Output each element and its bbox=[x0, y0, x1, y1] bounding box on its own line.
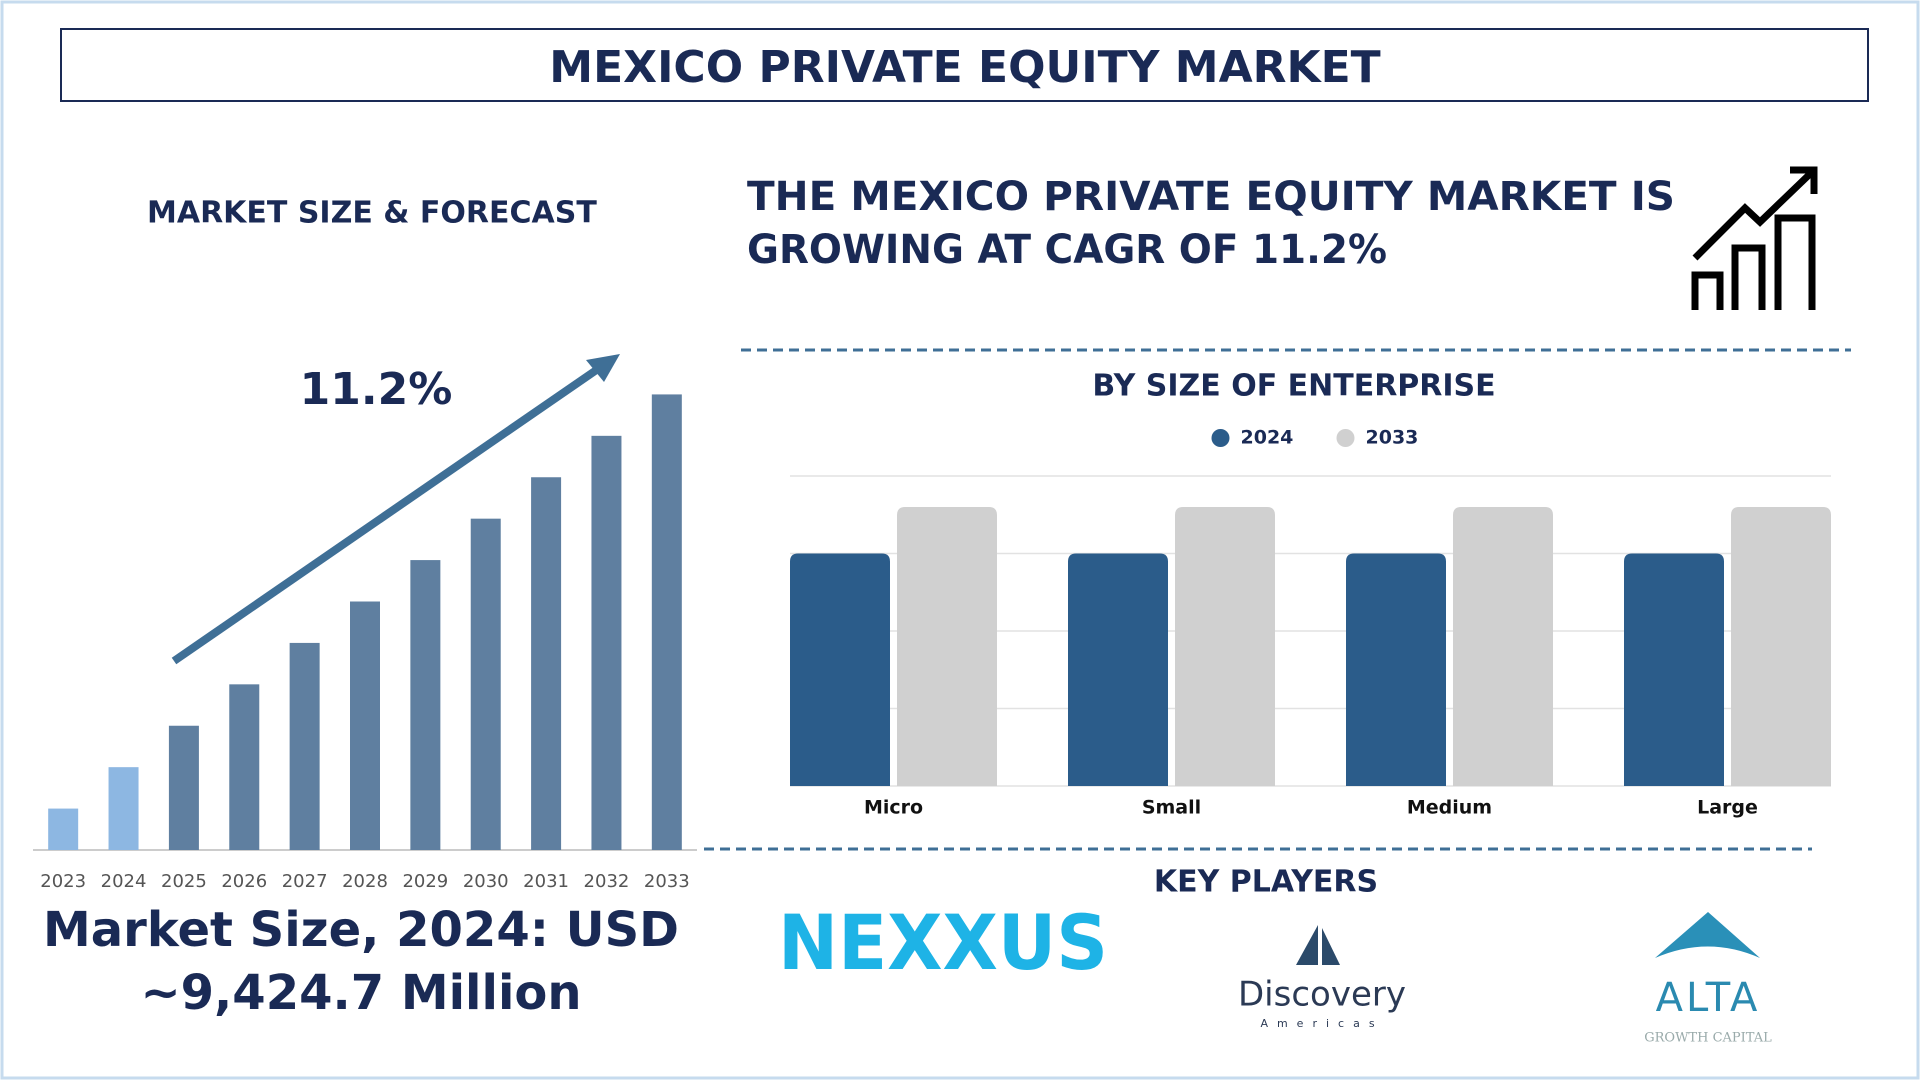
trend-arrow bbox=[171, 358, 611, 665]
x-tick-label: 2025 bbox=[161, 871, 207, 892]
legend-label: 2033 bbox=[1366, 427, 1419, 449]
x-tick-label: 2028 bbox=[342, 871, 388, 892]
title-box bbox=[60, 28, 1869, 102]
legend-swatch bbox=[1336, 429, 1355, 447]
bar bbox=[1175, 507, 1275, 786]
bar bbox=[470, 518, 501, 850]
bar bbox=[1453, 507, 1553, 786]
market-size: ~9,424.7 Million bbox=[140, 965, 581, 1021]
key-players-title: KEY PLAYERS bbox=[1154, 865, 1378, 900]
logo-discovery: Discovery bbox=[1238, 975, 1406, 1015]
bar bbox=[897, 507, 997, 786]
legend-label: 2024 bbox=[1241, 427, 1294, 449]
logo-alta: ALTA bbox=[1656, 975, 1761, 1021]
growth-icon bbox=[1691, 166, 1818, 310]
x-tick-label: Large bbox=[1697, 797, 1758, 819]
bar bbox=[289, 642, 320, 850]
bar bbox=[350, 601, 380, 850]
bar bbox=[229, 684, 260, 850]
x-tick-label: Medium bbox=[1407, 797, 1492, 819]
bar bbox=[790, 553, 890, 786]
chart-title: BY SIZE OF ENTERPRISE bbox=[1092, 369, 1495, 404]
market-size: Market Size, 2024: USD bbox=[43, 902, 679, 958]
legend-swatch bbox=[1211, 429, 1230, 447]
x-tick-label: 2032 bbox=[584, 871, 630, 892]
bar bbox=[410, 560, 441, 850]
bar bbox=[1068, 553, 1168, 786]
bar bbox=[531, 477, 562, 850]
x-tick-label: 2024 bbox=[101, 871, 147, 892]
logo-tagline: GROWTH CAPITAL bbox=[1644, 1031, 1772, 1046]
x-tick-label: 2027 bbox=[282, 871, 328, 892]
x-tick-label: 2031 bbox=[523, 871, 569, 892]
x-tick-label: Micro bbox=[864, 797, 923, 819]
logo-nexxus: NEXXUS bbox=[778, 898, 1108, 987]
x-tick-label: 2030 bbox=[463, 871, 509, 892]
bar bbox=[168, 725, 199, 850]
bar bbox=[1731, 507, 1831, 786]
logo-sail bbox=[1296, 925, 1340, 965]
headline: THE MEXICO PRIVATE EQUITY MARKET IS bbox=[747, 174, 1675, 220]
x-tick-label: 2029 bbox=[402, 871, 448, 892]
bar bbox=[108, 767, 139, 850]
x-tick-label: Small bbox=[1142, 797, 1201, 819]
bar bbox=[48, 808, 79, 850]
cagr-annotation: 11.2% bbox=[300, 364, 453, 415]
bar bbox=[1346, 553, 1446, 786]
logo-triangle bbox=[1655, 912, 1760, 958]
trend-arrowhead bbox=[586, 354, 620, 382]
bar bbox=[651, 394, 682, 850]
x-tick-label: 2026 bbox=[221, 871, 267, 892]
bar bbox=[591, 435, 622, 850]
page-title: MEXICO PRIVATE EQUITY MARKET bbox=[549, 42, 1380, 93]
x-tick-label: 2023 bbox=[40, 871, 86, 892]
bar bbox=[1624, 553, 1724, 786]
chart-title: MARKET SIZE & FORECAST bbox=[147, 196, 597, 231]
headline: GROWING AT CAGR OF 11.2% bbox=[747, 227, 1387, 273]
x-tick-label: 2033 bbox=[644, 871, 690, 892]
logo-tagline: Americas bbox=[1260, 1017, 1383, 1030]
